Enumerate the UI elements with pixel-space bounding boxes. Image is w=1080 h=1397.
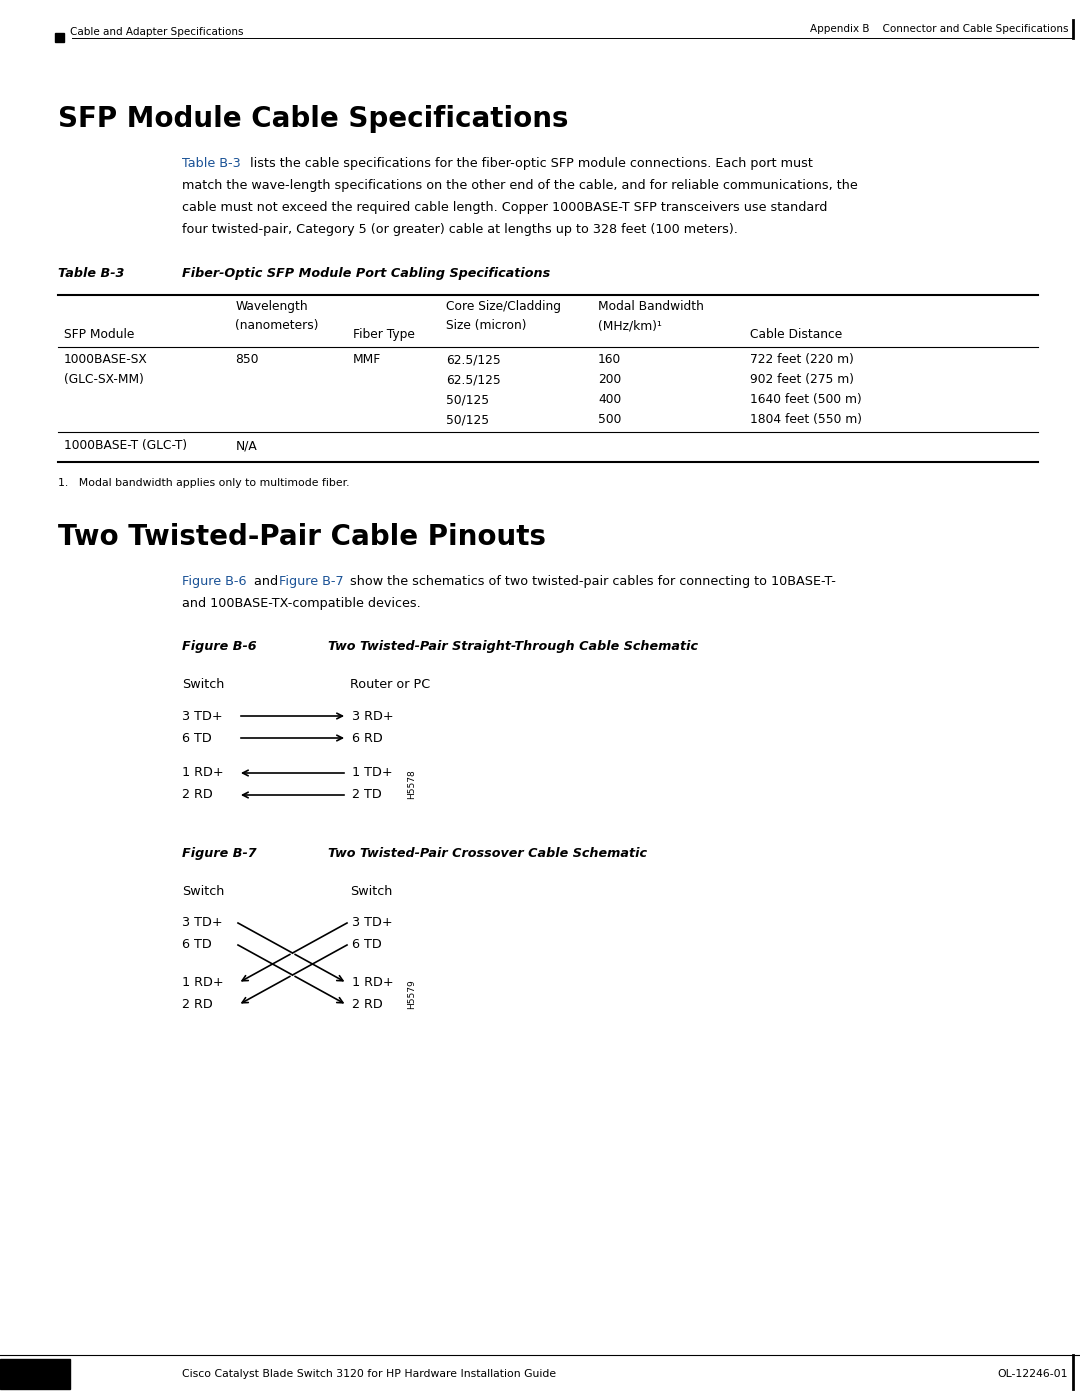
Text: 50/125: 50/125: [446, 393, 489, 407]
Text: lists the cable specifications for the fiber-optic SFP module connections. Each : lists the cable specifications for the f…: [249, 156, 813, 170]
Text: 3 TD+: 3 TD+: [183, 916, 222, 929]
Text: Modal Bandwidth: Modal Bandwidth: [598, 300, 704, 313]
Text: SFP Module Cable Specifications: SFP Module Cable Specifications: [58, 105, 568, 133]
Bar: [0, 1359, 70, 1389]
Text: Cable and Adapter Specifications: Cable and Adapter Specifications: [70, 27, 243, 36]
Text: 3 TD+: 3 TD+: [183, 710, 222, 722]
Text: (GLC-SX-MM): (GLC-SX-MM): [64, 373, 144, 386]
Text: Size (micron): Size (micron): [446, 319, 527, 332]
Text: Core Size/Cladding: Core Size/Cladding: [446, 300, 562, 313]
Text: 62.5/125: 62.5/125: [446, 353, 501, 366]
Text: 6 TD: 6 TD: [352, 939, 381, 951]
Text: 62.5/125: 62.5/125: [446, 373, 501, 386]
Text: Router or PC: Router or PC: [350, 678, 430, 692]
Text: 1.   Modal bandwidth applies only to multimode fiber.: 1. Modal bandwidth applies only to multi…: [58, 478, 350, 488]
Text: 1000BASE-SX: 1000BASE-SX: [64, 353, 148, 366]
Text: MMF: MMF: [353, 353, 381, 366]
Text: 400: 400: [598, 393, 621, 407]
Text: match the wave-length specifications on the other end of the cable, and for reli: match the wave-length specifications on …: [183, 179, 858, 191]
Text: H5579: H5579: [407, 979, 417, 1009]
Text: 902 feet (275 m): 902 feet (275 m): [750, 373, 854, 386]
Text: 3 RD+: 3 RD+: [352, 710, 393, 722]
Text: 6 RD: 6 RD: [352, 732, 382, 745]
Text: 6 TD: 6 TD: [183, 939, 212, 951]
Text: 1 RD+: 1 RD+: [352, 977, 393, 989]
Text: H5578: H5578: [407, 770, 417, 799]
Text: Appendix B    Connector and Cable Specifications: Appendix B Connector and Cable Specifica…: [810, 24, 1068, 34]
Text: Table B-3: Table B-3: [183, 156, 241, 170]
Text: Figure B-7: Figure B-7: [183, 847, 257, 861]
Text: 1 RD+: 1 RD+: [183, 977, 224, 989]
Text: Two Twisted-Pair Cable Pinouts: Two Twisted-Pair Cable Pinouts: [58, 522, 546, 550]
Text: (nanometers): (nanometers): [235, 319, 319, 332]
Text: 1 TD+: 1 TD+: [352, 767, 393, 780]
Text: cable must not exceed the required cable length. Copper 1000BASE-T SFP transceiv: cable must not exceed the required cable…: [183, 201, 827, 214]
Text: 2 RD: 2 RD: [352, 999, 382, 1011]
Text: 2 TD: 2 TD: [352, 788, 381, 802]
Text: four twisted-pair, Category 5 (or greater) cable at lengths up to 328 feet (100 : four twisted-pair, Category 5 (or greate…: [183, 224, 738, 236]
Text: Fiber-Optic SFP Module Port Cabling Specifications: Fiber-Optic SFP Module Port Cabling Spec…: [183, 267, 550, 279]
Text: (MHz/km)¹: (MHz/km)¹: [598, 319, 662, 332]
Bar: [55, 34, 64, 42]
Text: 1 RD+: 1 RD+: [183, 767, 224, 780]
Text: and: and: [249, 576, 282, 588]
Text: 2 RD: 2 RD: [183, 788, 213, 802]
Text: Switch: Switch: [183, 886, 225, 898]
Text: 200: 200: [598, 373, 621, 386]
Text: 500: 500: [598, 414, 621, 426]
Text: 2 RD: 2 RD: [183, 999, 213, 1011]
Text: Two Twisted-Pair Straight-Through Cable Schematic: Two Twisted-Pair Straight-Through Cable …: [328, 640, 698, 652]
Text: Wavelength: Wavelength: [235, 300, 308, 313]
Text: 850: 850: [235, 353, 259, 366]
Text: 50/125: 50/125: [446, 414, 489, 426]
Text: 1000BASE-T (GLC-T): 1000BASE-T (GLC-T): [64, 439, 187, 453]
Text: Figure B-6: Figure B-6: [183, 640, 257, 652]
Text: 3 TD+: 3 TD+: [352, 916, 393, 929]
Text: 6 TD: 6 TD: [183, 732, 212, 745]
Text: Table B-3: Table B-3: [58, 267, 124, 279]
Text: show the schematics of two twisted-pair cables for connecting to 10BASE-T-: show the schematics of two twisted-pair …: [346, 576, 836, 588]
Text: Cable Distance: Cable Distance: [750, 328, 842, 341]
Text: 1804 feet (550 m): 1804 feet (550 m): [750, 414, 862, 426]
Text: Switch: Switch: [183, 678, 225, 692]
Text: 160: 160: [598, 353, 621, 366]
Text: Figure B-7: Figure B-7: [279, 576, 343, 588]
Text: SFP Module: SFP Module: [64, 328, 134, 341]
Text: Switch: Switch: [350, 886, 392, 898]
Text: Fiber Type: Fiber Type: [353, 328, 415, 341]
Text: Figure B-6: Figure B-6: [183, 576, 246, 588]
Text: N/A: N/A: [235, 439, 257, 453]
Text: Cisco Catalyst Blade Switch 3120 for HP Hardware Installation Guide: Cisco Catalyst Blade Switch 3120 for HP …: [183, 1369, 556, 1379]
Text: Two Twisted-Pair Crossover Cable Schematic: Two Twisted-Pair Crossover Cable Schemat…: [328, 847, 647, 861]
Text: 722 feet (220 m): 722 feet (220 m): [750, 353, 854, 366]
Text: OL-12246-01: OL-12246-01: [998, 1369, 1068, 1379]
Text: B-6: B-6: [24, 1368, 46, 1380]
Text: 1640 feet (500 m): 1640 feet (500 m): [750, 393, 862, 407]
Text: and 100BASE-TX-compatible devices.: and 100BASE-TX-compatible devices.: [183, 597, 421, 610]
